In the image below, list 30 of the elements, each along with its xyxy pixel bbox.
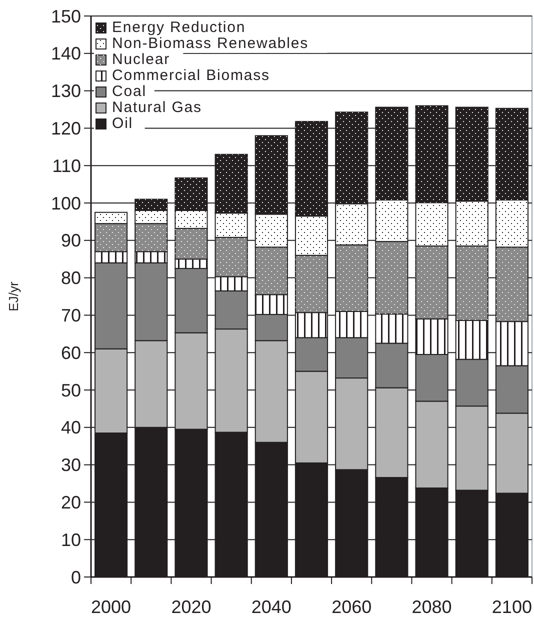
legend-label: Energy Reduction: [112, 19, 246, 36]
y-tick-label: 110: [52, 156, 81, 176]
legend-label: Coal: [112, 83, 146, 100]
y-tick-label: 40: [60, 418, 81, 438]
y-tick-label: 80: [60, 268, 81, 288]
y-tick-label: 50: [60, 380, 81, 400]
legend-label: Nuclear: [112, 51, 170, 68]
y-tick-label: 10: [60, 530, 81, 550]
legend-label: Natural Gas: [112, 99, 202, 116]
x-tick-label: 2020: [171, 597, 212, 617]
y-tick-label: 70: [60, 306, 81, 326]
y-tick-label: 20: [60, 492, 81, 512]
x-tick-label: 2000: [91, 597, 132, 617]
x-tick-label: 2080: [412, 597, 452, 617]
y-tick-label: 150: [50, 6, 81, 26]
y-tick-label: 140: [50, 44, 81, 64]
y-tick-label: 90: [60, 230, 81, 251]
x-tick-label: 2040: [251, 597, 292, 617]
legend-label: Commercial Biomass: [112, 67, 270, 84]
x-tick-label: 2060: [332, 597, 372, 617]
legend-label: Non-Biomass Renewables: [112, 35, 309, 52]
y-tick-label: 60: [60, 342, 81, 363]
legend-label: Oil: [112, 115, 134, 132]
y-axis-title: EJ/yr: [6, 281, 21, 312]
y-tick-label: 100: [50, 193, 81, 214]
x-tick-label: 2100: [492, 597, 532, 617]
y-tick-label: 30: [60, 455, 81, 476]
y-tick-label: 120: [50, 118, 81, 138]
y-tick-label: 0: [70, 567, 81, 588]
y-tick-label: 130: [50, 81, 81, 102]
